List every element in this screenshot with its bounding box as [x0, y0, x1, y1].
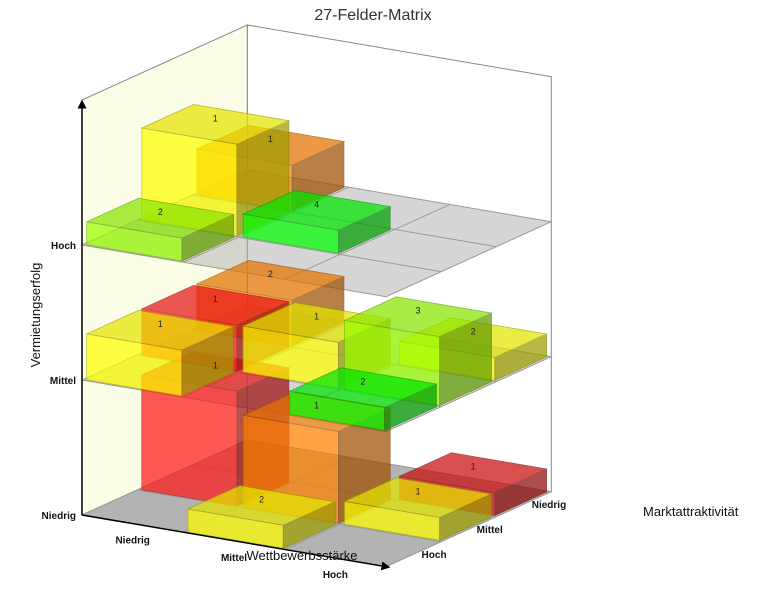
- bar: [85, 309, 236, 397]
- bar-value-label: 1: [213, 113, 218, 123]
- bar-front-face: [141, 374, 238, 507]
- bar-top-face: [85, 197, 236, 239]
- bar-value-label: 2: [158, 207, 163, 217]
- bar-value-label: 1: [158, 319, 163, 329]
- x-axis-label: Wettbewerbsstärke: [246, 548, 357, 563]
- y-tick-label: Mittel: [50, 376, 76, 387]
- y-tick-label: Hoch: [51, 241, 76, 252]
- bar-top-face: [195, 259, 346, 301]
- bar-value-label: 1: [268, 134, 273, 144]
- bar-value-label: 1: [314, 401, 319, 411]
- bar-top-face: [241, 190, 392, 231]
- bar-value-label: 2: [471, 327, 476, 337]
- x-tick-label: Hoch: [323, 570, 348, 581]
- y-tick-label: Niedrig: [42, 511, 76, 522]
- x-axis: [81, 514, 391, 571]
- x-tick-label: Niedrig: [115, 536, 149, 547]
- bar-top-face: [140, 104, 291, 145]
- z-tick-label: Niedrig: [532, 500, 566, 511]
- bar-value-label: 2: [268, 269, 273, 279]
- bar: [288, 367, 438, 432]
- z-tick-label: Mittel: [477, 525, 503, 536]
- bar-value-label: 3: [415, 306, 420, 316]
- x-tick-label: Mittel: [221, 553, 247, 564]
- y-axis-label: Vermietungserfolg: [28, 263, 43, 368]
- chart-axes: Niedrig Mittel Hoch Niedrig Mittel Hoch Hoch Mi…: [42, 99, 566, 581]
- bar-value-label: 4: [314, 199, 319, 209]
- chart-title: 27-Felder-Matrix: [314, 7, 431, 24]
- bar-value-label: 1: [471, 462, 476, 472]
- bar-top-face: [140, 284, 291, 326]
- z-tick-label: Hoch: [422, 550, 447, 561]
- bar: [241, 190, 392, 254]
- bar-value-label: 1: [213, 294, 218, 304]
- bar: [343, 477, 493, 542]
- bar-top-face: [186, 485, 337, 526]
- chart-bar-labels: 1 1 1 1 2 2 2 1 1 3 1 2 1 1 4 2: [158, 113, 476, 504]
- bar-value-label: 2: [259, 494, 264, 504]
- bar-top-face: [398, 452, 548, 493]
- bar-value-label: 1: [314, 311, 319, 321]
- bar: [186, 485, 337, 549]
- bar-top-face: [343, 477, 493, 518]
- floor-gridline: [284, 203, 451, 280]
- bar-top-face: [288, 367, 438, 408]
- z-axis-label: Marktattraktivität: [643, 504, 739, 519]
- bar-top-face: [85, 309, 236, 351]
- bar: [85, 197, 236, 262]
- chart-bars: [85, 104, 548, 549]
- bar-top-face: [343, 296, 493, 338]
- bar-value-label: 2: [360, 377, 365, 387]
- bar-value-label: 1: [213, 360, 218, 370]
- bar-value-label: 1: [415, 487, 420, 497]
